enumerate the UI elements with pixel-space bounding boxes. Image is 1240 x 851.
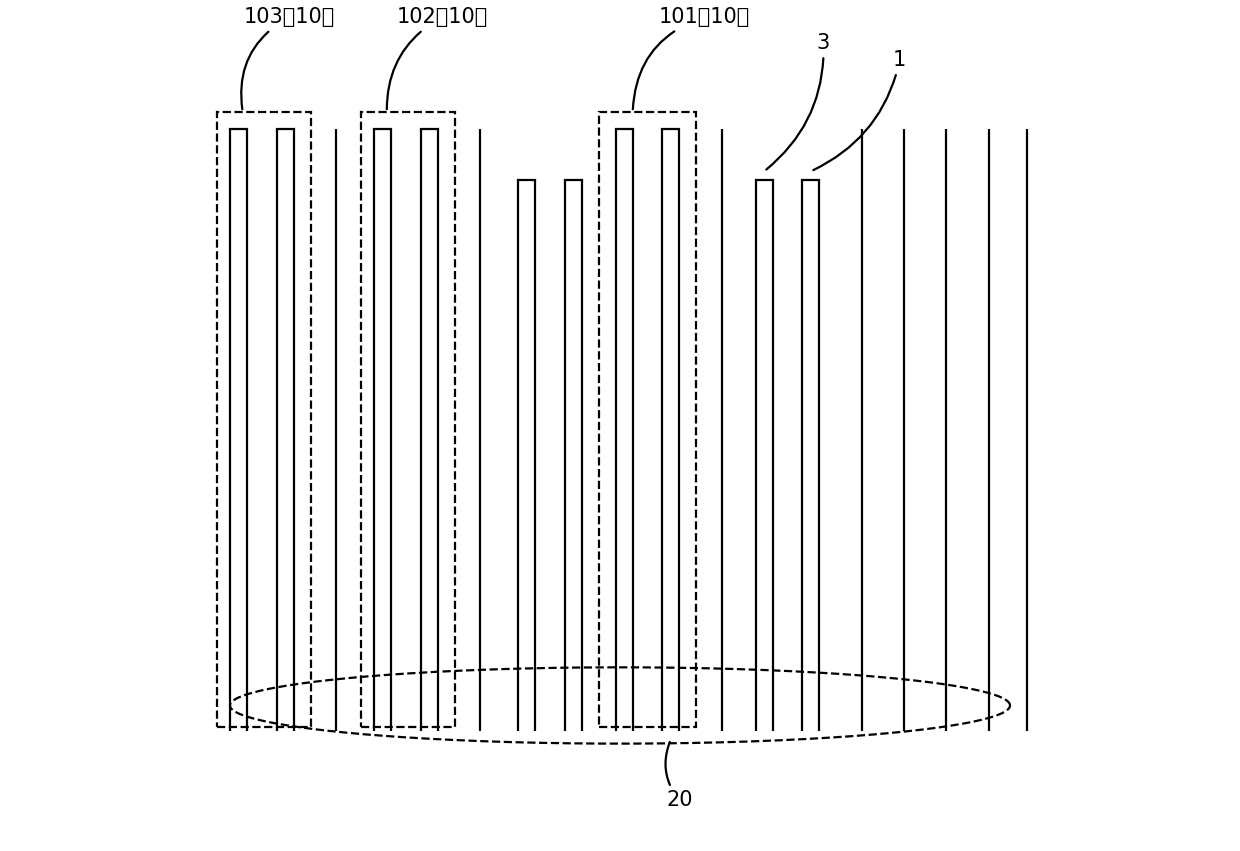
Text: 3: 3 (766, 32, 830, 169)
Bar (599, 112, 697, 727)
Text: 20: 20 (666, 742, 693, 810)
Bar (217, 112, 310, 727)
Bar (361, 112, 455, 727)
Text: 103（10）: 103（10） (242, 7, 335, 109)
Text: 1: 1 (813, 49, 906, 170)
Text: 101（10）: 101（10） (632, 7, 750, 109)
Text: 102（10）: 102（10） (387, 7, 487, 109)
